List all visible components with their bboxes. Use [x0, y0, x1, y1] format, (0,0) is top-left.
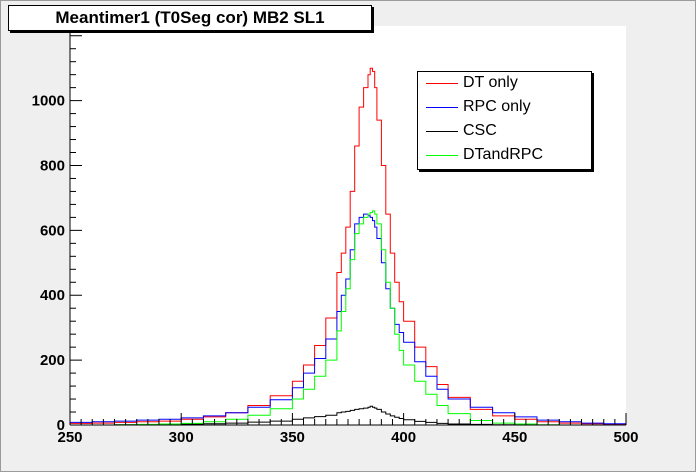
y-tick-label-1000: 1000	[32, 93, 65, 110]
legend-label-rpc-only: RPC only	[463, 98, 531, 115]
y-tick-label-0: 0	[57, 417, 65, 434]
axes-layer: 250 300 350 400 450 500 0 200 400 600 800 1000	[32, 26, 639, 446]
legend-label-dt-only: DT only	[463, 74, 518, 91]
series-line-dtandrpc	[70, 210, 626, 426]
y-tick-label-200: 200	[40, 352, 65, 369]
legend-entry-dt-only: DT only	[418, 72, 591, 96]
x-tick-label-350: 350	[280, 429, 305, 446]
y-tick-label-800: 800	[40, 157, 65, 174]
legend-entry-csc: CSC	[418, 120, 591, 144]
series-line-rpc-only	[70, 213, 627, 425]
chart-title: Meantimer1 (T0Seg cor) MB2 SL1	[8, 5, 372, 31]
legend-label-csc: CSC	[463, 122, 497, 139]
x-tick-label-400: 400	[391, 429, 416, 446]
legend-entry-rpc-only: RPC only	[418, 96, 591, 120]
legend-swatch-csc	[426, 131, 458, 132]
legend: DT only RPC only CSC DTandRPC	[417, 71, 592, 170]
x-tick-label-300: 300	[169, 429, 194, 446]
legend-swatch-rpc-only	[426, 107, 458, 108]
legend-label-dtandrpc: DTandRPC	[463, 146, 544, 163]
y-tick-label-400: 400	[40, 287, 65, 304]
x-tick-label-450: 450	[502, 429, 527, 446]
legend-swatch-dtandrpc	[426, 155, 458, 156]
legend-entry-dtandrpc: DTandRPC	[418, 144, 591, 168]
legend-swatch-dt-only	[426, 83, 458, 84]
x-tick-label-250: 250	[57, 429, 82, 446]
y-tick-label-600: 600	[40, 222, 65, 239]
x-tick-label-500: 500	[613, 429, 638, 446]
